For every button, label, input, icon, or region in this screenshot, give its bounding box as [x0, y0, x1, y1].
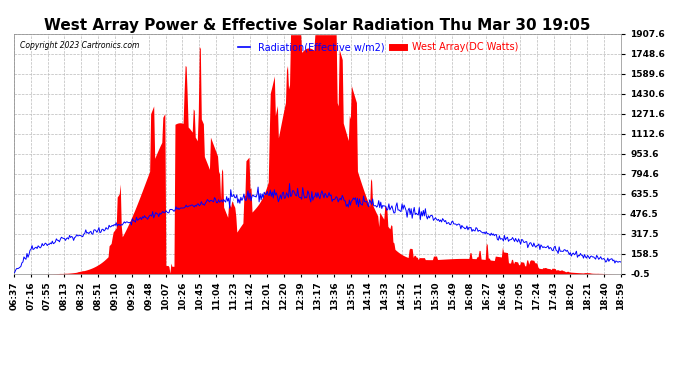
- Title: West Array Power & Effective Solar Radiation Thu Mar 30 19:05: West Array Power & Effective Solar Radia…: [44, 18, 591, 33]
- Text: Copyright 2023 Cartronics.com: Copyright 2023 Cartronics.com: [20, 41, 139, 50]
- Legend: Radiation(Effective w/m2), West Array(DC Watts): Radiation(Effective w/m2), West Array(DC…: [235, 39, 522, 56]
